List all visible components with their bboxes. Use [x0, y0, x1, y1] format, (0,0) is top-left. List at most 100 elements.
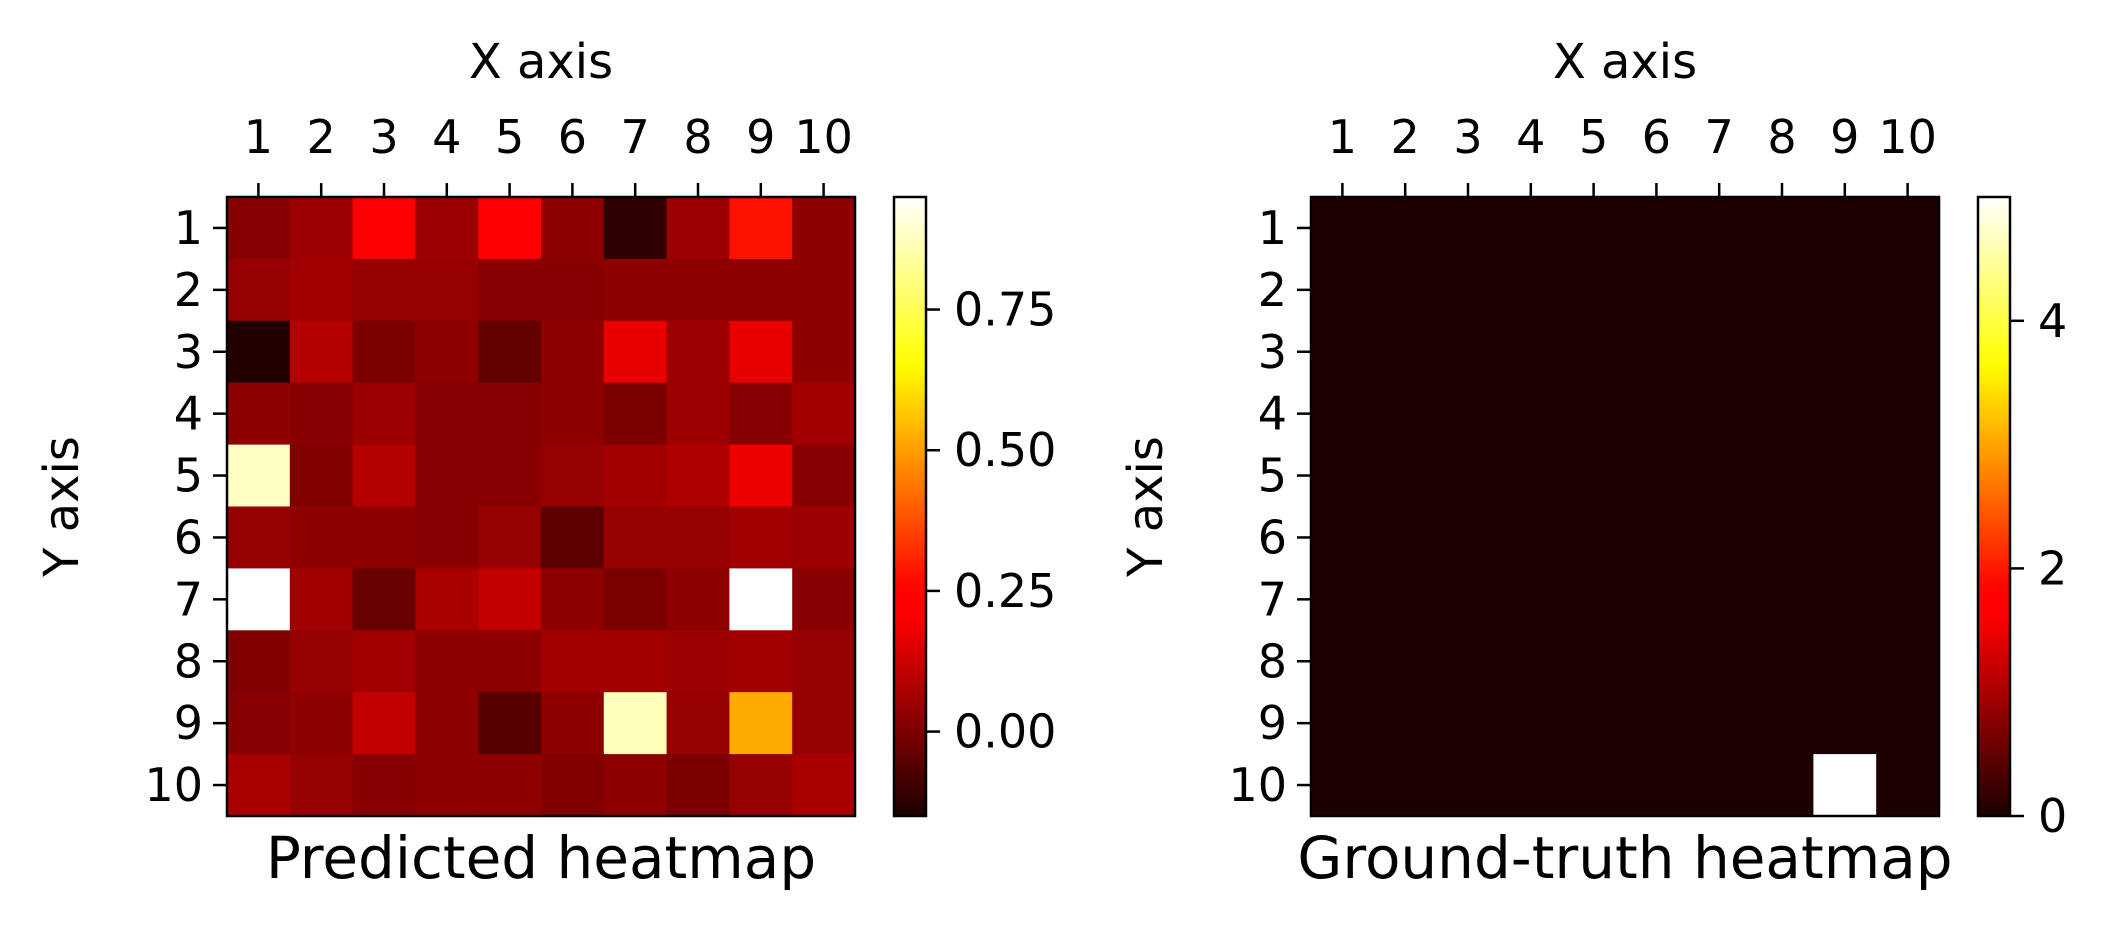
x-tick-label: 10	[1878, 110, 1937, 164]
heatmap-cell	[729, 320, 793, 384]
x-tick-label: 6	[1642, 110, 1671, 164]
heatmap-cell	[1499, 382, 1563, 446]
heatmap-cell	[1436, 382, 1500, 446]
heatmap-cell	[227, 692, 291, 755]
heatmap-cell	[1436, 506, 1500, 569]
heatmap-cell	[227, 630, 291, 693]
heatmap-cell	[1373, 754, 1438, 817]
x-axis-label: X axis	[469, 34, 613, 90]
heatmap-cell	[1813, 258, 1877, 322]
heatmap-cell	[541, 630, 605, 693]
heatmap-cell	[1562, 630, 1626, 693]
heatmap-cell	[1813, 382, 1877, 446]
heatmap-cell	[1499, 444, 1563, 508]
heatmap-cell	[227, 197, 291, 260]
heatmap-cell	[415, 630, 479, 693]
heatmap-cell	[792, 754, 856, 817]
heatmap-cell	[478, 258, 542, 322]
heatmap-cell	[1499, 754, 1563, 817]
x-tick-label: 8	[683, 110, 712, 164]
heatmap-cell	[1750, 630, 1814, 693]
heatmap-cell	[352, 320, 416, 384]
x-tick-label: 2	[1391, 110, 1420, 164]
heatmap-cell	[1562, 506, 1626, 569]
y-tick-label: 7	[174, 572, 203, 626]
heatmap-cell	[478, 382, 542, 446]
heatmap-cell	[289, 568, 354, 631]
heatmap-cell	[666, 754, 730, 817]
heatmap-cell	[1750, 444, 1814, 508]
heatmap-frame	[1309, 195, 1941, 818]
heatmap-cell	[1562, 692, 1626, 755]
heatmap-cell	[1876, 692, 1940, 755]
x-tick-label: 1	[244, 110, 273, 164]
heatmap-cell	[1687, 320, 1752, 384]
heatmap-cell	[1750, 506, 1814, 569]
heatmap-cell	[541, 382, 605, 446]
heatmap-cell	[1876, 568, 1940, 631]
heatmap-frame	[225, 195, 857, 818]
heatmap-cell	[792, 197, 856, 260]
y-tick-label: 2	[174, 263, 203, 317]
x-tick-label: 10	[794, 110, 853, 164]
heatmap-cell	[1625, 754, 1689, 817]
y-tick-label: 4	[1258, 387, 1287, 441]
heatmap-cell	[1876, 754, 1940, 817]
heatmap-cell	[1311, 258, 1375, 322]
heatmap-cell	[1373, 506, 1438, 569]
heatmap-cell	[289, 382, 354, 446]
heatmap-cell	[415, 197, 479, 260]
y-tick-label: 8	[174, 634, 203, 688]
heatmap-cell	[1436, 320, 1500, 384]
heatmap-cell	[478, 692, 542, 755]
heatmap-cell	[541, 197, 605, 260]
heatmap-cell	[1562, 320, 1626, 384]
heatmap-cell	[1311, 754, 1375, 817]
heatmap-cell	[1625, 568, 1689, 631]
heatmap-cell	[1436, 258, 1500, 322]
x-tick-label: 3	[1453, 110, 1482, 164]
heatmap-cell	[541, 692, 605, 755]
heatmap-cell	[1625, 382, 1689, 446]
heatmap-cell	[603, 444, 668, 508]
heatmap-cell	[1625, 320, 1689, 384]
heatmap-cell	[352, 568, 416, 631]
heatmap-cell	[1750, 258, 1814, 322]
heatmap-cell	[1813, 506, 1877, 569]
x-tick-label: 4	[432, 110, 461, 164]
heatmap-cell	[352, 630, 416, 693]
y-tick-label: 5	[1258, 449, 1287, 503]
heatmap-cell	[352, 444, 416, 508]
heatmap-cell	[666, 568, 730, 631]
heatmap-cell	[352, 258, 416, 322]
heatmap-cell	[478, 630, 542, 693]
heatmap-cell	[603, 630, 668, 693]
heatmap-cell	[792, 258, 856, 322]
heatmap-cell	[1687, 754, 1752, 817]
heatmap-cell	[289, 197, 354, 260]
y-tick-label: 9	[174, 696, 203, 750]
heatmap-cell	[666, 197, 730, 260]
heatmap-cell	[1562, 382, 1626, 446]
heatmap-cell	[792, 382, 856, 446]
heatmap-cell	[478, 568, 542, 631]
heatmap-cell	[1436, 754, 1500, 817]
heatmap-cell	[729, 258, 793, 322]
y-tick-label: 6	[174, 510, 203, 564]
heatmap-cell	[227, 382, 291, 446]
heatmap-cell	[603, 692, 668, 755]
heatmap-cell	[227, 444, 291, 508]
y-axis-label: Y axis	[1118, 436, 1174, 578]
x-axis-label: X axis	[1553, 34, 1697, 90]
heatmap-cell	[541, 506, 605, 569]
heatmap-cell	[792, 568, 856, 631]
heatmap-cell	[1499, 258, 1563, 322]
heatmap-cell	[478, 320, 542, 384]
heatmap-cell	[1813, 197, 1877, 260]
heatmap-cell	[227, 320, 291, 384]
heatmap-cell	[1373, 258, 1438, 322]
colorbar-tick-label: 0.25	[954, 564, 1056, 618]
heatmap-cell	[792, 692, 856, 755]
x-tick-label: 1	[1328, 110, 1357, 164]
heatmap-cell	[415, 568, 479, 631]
